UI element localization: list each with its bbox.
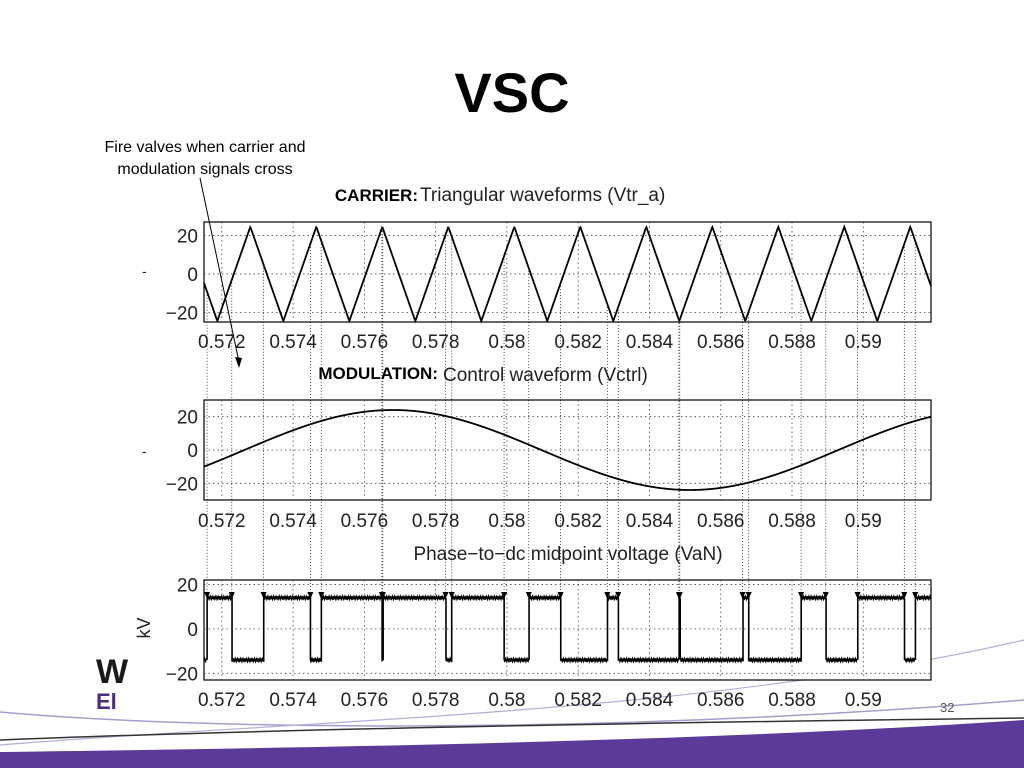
x-tick-label: 0.588 bbox=[768, 511, 816, 532]
chart-panels: 0.572 0.574 0.576 0.578 0.58 0.582 0.584 0.586 0… bbox=[166, 221, 932, 711]
x-tick-label: 0.576 bbox=[341, 511, 389, 532]
crossing-arrow-head bbox=[379, 592, 386, 599]
y-tick-label: −20 bbox=[166, 474, 198, 495]
x-tick-label: 0.578 bbox=[412, 690, 460, 711]
crossing-arrow-head bbox=[557, 592, 564, 599]
crossing-arrow-head bbox=[798, 592, 805, 599]
crossing-arrow-head bbox=[604, 592, 611, 599]
x-tick-label: 0.582 bbox=[554, 332, 602, 353]
x-tick-label: 0.582 bbox=[554, 511, 602, 532]
x-tick-label: 0.588 bbox=[768, 690, 816, 711]
panel-titles: CARRIER: Triangular waveforms (Vtr_a) MO… bbox=[134, 185, 723, 639]
crossing-arrow-head bbox=[307, 592, 314, 599]
van-title: Phase−to−dc midpoint voltage (VaN) bbox=[413, 544, 722, 565]
slide-number: 32 bbox=[940, 700, 955, 715]
chart-panel-2: 0.572 0.574 0.576 0.578 0.58 0.582 0.584 0.586 0… bbox=[166, 399, 932, 532]
crossing-arrow-head bbox=[901, 592, 908, 599]
crossing-arrow-head bbox=[739, 592, 746, 599]
x-tick-label: 0.584 bbox=[626, 511, 674, 532]
x-tick-label: 0.572 bbox=[198, 511, 246, 532]
logo-line-2: El bbox=[96, 689, 117, 714]
x-tick-label: 0.586 bbox=[697, 511, 745, 532]
x-tick-label: 0.578 bbox=[412, 511, 460, 532]
series-line bbox=[203, 224, 932, 324]
x-tick-label: 0.574 bbox=[269, 332, 317, 353]
y-tick-label: −20 bbox=[166, 664, 198, 685]
x-tick-label: 0.58 bbox=[488, 690, 525, 711]
crossing-arrow-head bbox=[912, 592, 919, 599]
annotation-text: Fire valves when carrier and modulation … bbox=[60, 137, 350, 181]
y-tick-label: 0 bbox=[187, 620, 198, 641]
series-line bbox=[203, 593, 932, 664]
y-tick-label: −20 bbox=[166, 303, 198, 324]
slide-title: VSC bbox=[454, 61, 570, 124]
annotation-arrow-line bbox=[199, 177, 240, 363]
carrier-title: Triangular waveforms (Vtr_a) bbox=[420, 185, 665, 206]
crossing-guide-lines bbox=[204, 227, 919, 599]
decor-purple-band bbox=[0, 720, 1024, 768]
x-tick-label: 0.58 bbox=[488, 332, 525, 353]
y-tick-label: 20 bbox=[177, 226, 198, 247]
x-tick-label: 0.59 bbox=[845, 511, 882, 532]
x-tick-label: 0.584 bbox=[626, 332, 674, 353]
modulation-title: Control waveform (Vctrl) bbox=[443, 365, 648, 386]
x-tick-label: 0.572 bbox=[198, 332, 246, 353]
x-tick-label: 0.578 bbox=[412, 332, 460, 353]
chart-panel-1: 0.572 0.574 0.576 0.578 0.58 0.582 0.584 0.586 0… bbox=[166, 221, 932, 353]
x-tick-label: 0.588 bbox=[768, 332, 816, 353]
annotation-line-2: modulation signals cross bbox=[117, 161, 293, 178]
plot-frame bbox=[203, 579, 932, 681]
crossing-arrow-head bbox=[260, 592, 267, 599]
x-tick-label: 0.58 bbox=[488, 511, 525, 532]
x-tick-label: 0.574 bbox=[269, 511, 317, 532]
plot-frame bbox=[203, 399, 932, 501]
x-tick-label: 0.59 bbox=[845, 332, 882, 353]
crossing-arrow-head bbox=[525, 592, 532, 599]
crossing-arrow-head bbox=[676, 592, 683, 599]
crossing-arrow-head bbox=[854, 592, 861, 599]
plot-frame bbox=[203, 221, 932, 323]
crossing-arrow-head bbox=[204, 592, 211, 599]
x-tick-label: 0.586 bbox=[697, 690, 745, 711]
annotation-line-1: Fire valves when carrier and bbox=[104, 139, 306, 156]
crossing-arrow-head bbox=[822, 592, 829, 599]
y-tick-label: 0 bbox=[187, 265, 198, 286]
x-tick-label: 0.576 bbox=[341, 332, 389, 353]
crossing-arrow-head bbox=[228, 592, 235, 599]
decor-swoosh-dark bbox=[0, 717, 1024, 741]
crossing-arrow-head bbox=[448, 592, 455, 599]
crossing-arrow-head bbox=[442, 592, 449, 599]
chart-panel-3: 0.572 0.574 0.576 0.578 0.58 0.582 0.584 0.586 0… bbox=[166, 575, 932, 711]
y-tick-label: 0 bbox=[187, 441, 198, 462]
crossing-arrow-head bbox=[318, 592, 325, 599]
x-tick-label: 0.582 bbox=[554, 690, 602, 711]
annotation-arrow-head bbox=[235, 357, 242, 368]
logo-line-1: W bbox=[96, 653, 129, 691]
x-tick-label: 0.59 bbox=[845, 690, 882, 711]
x-tick-label: 0.574 bbox=[269, 690, 317, 711]
university-logo-partial: W El bbox=[96, 655, 128, 715]
x-tick-label: 0.576 bbox=[341, 690, 389, 711]
y-tick-label: 20 bbox=[177, 408, 198, 429]
carrier-ylabel-stub: - bbox=[142, 263, 147, 279]
x-tick-label: 0.586 bbox=[697, 332, 745, 353]
y-tick-label: 20 bbox=[177, 575, 198, 596]
annotation-arrow bbox=[199, 177, 242, 368]
series-line bbox=[203, 409, 932, 491]
decor-swoosh-line bbox=[0, 699, 1024, 727]
x-tick-label: 0.584 bbox=[626, 690, 674, 711]
x-tick-label: 0.572 bbox=[198, 690, 246, 711]
crossing-arrow-head bbox=[615, 592, 622, 599]
slide-decoration bbox=[0, 639, 1024, 768]
carrier-title-prefix: CARRIER: bbox=[335, 186, 418, 205]
crossing-arrow-head bbox=[745, 592, 752, 599]
modulation-title-prefix: MODULATION: bbox=[318, 364, 438, 383]
modulation-ylabel-stub: - bbox=[142, 443, 147, 459]
crossing-arrow-head bbox=[501, 592, 508, 599]
van-ylabel: kV bbox=[134, 617, 154, 638]
